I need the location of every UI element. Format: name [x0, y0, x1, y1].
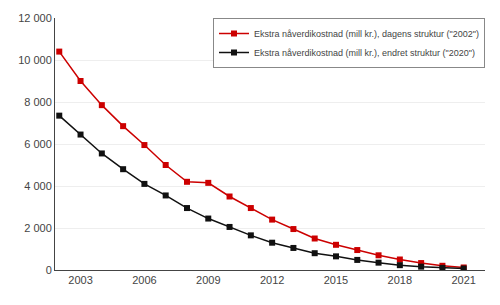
svg-text:6 000: 6 000 — [24, 138, 52, 150]
svg-text:2018: 2018 — [388, 274, 412, 286]
svg-text:2015: 2015 — [324, 274, 348, 286]
svg-text:2003: 2003 — [68, 274, 92, 286]
svg-text:10 000: 10 000 — [18, 54, 52, 66]
svg-text:2012: 2012 — [260, 274, 284, 286]
svg-text:12 000: 12 000 — [18, 12, 52, 24]
svg-text:2009: 2009 — [196, 274, 220, 286]
svg-text:2021: 2021 — [451, 274, 475, 286]
svg-text:2006: 2006 — [132, 274, 156, 286]
svg-text:8 000: 8 000 — [24, 96, 52, 108]
svg-text:Ekstra nåverdikostnad (mill kr: Ekstra nåverdikostnad (mill kr.), dagens… — [254, 29, 479, 39]
svg-text:2 000: 2 000 — [24, 222, 52, 234]
svg-text:0: 0 — [46, 264, 52, 276]
svg-text:Ekstra nåverdikostnad (mill kr: Ekstra nåverdikostnad (mill kr.), endret… — [254, 48, 475, 58]
svg-text:4 000: 4 000 — [24, 180, 52, 192]
